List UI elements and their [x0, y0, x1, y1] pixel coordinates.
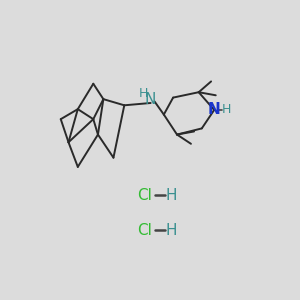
Text: H: H: [166, 188, 177, 203]
Text: H: H: [166, 223, 177, 238]
Text: N: N: [145, 92, 156, 106]
Text: Cl: Cl: [137, 223, 152, 238]
Text: H: H: [139, 87, 148, 100]
Text: H: H: [222, 103, 231, 116]
Text: Cl: Cl: [137, 188, 152, 203]
Text: N: N: [208, 102, 220, 117]
